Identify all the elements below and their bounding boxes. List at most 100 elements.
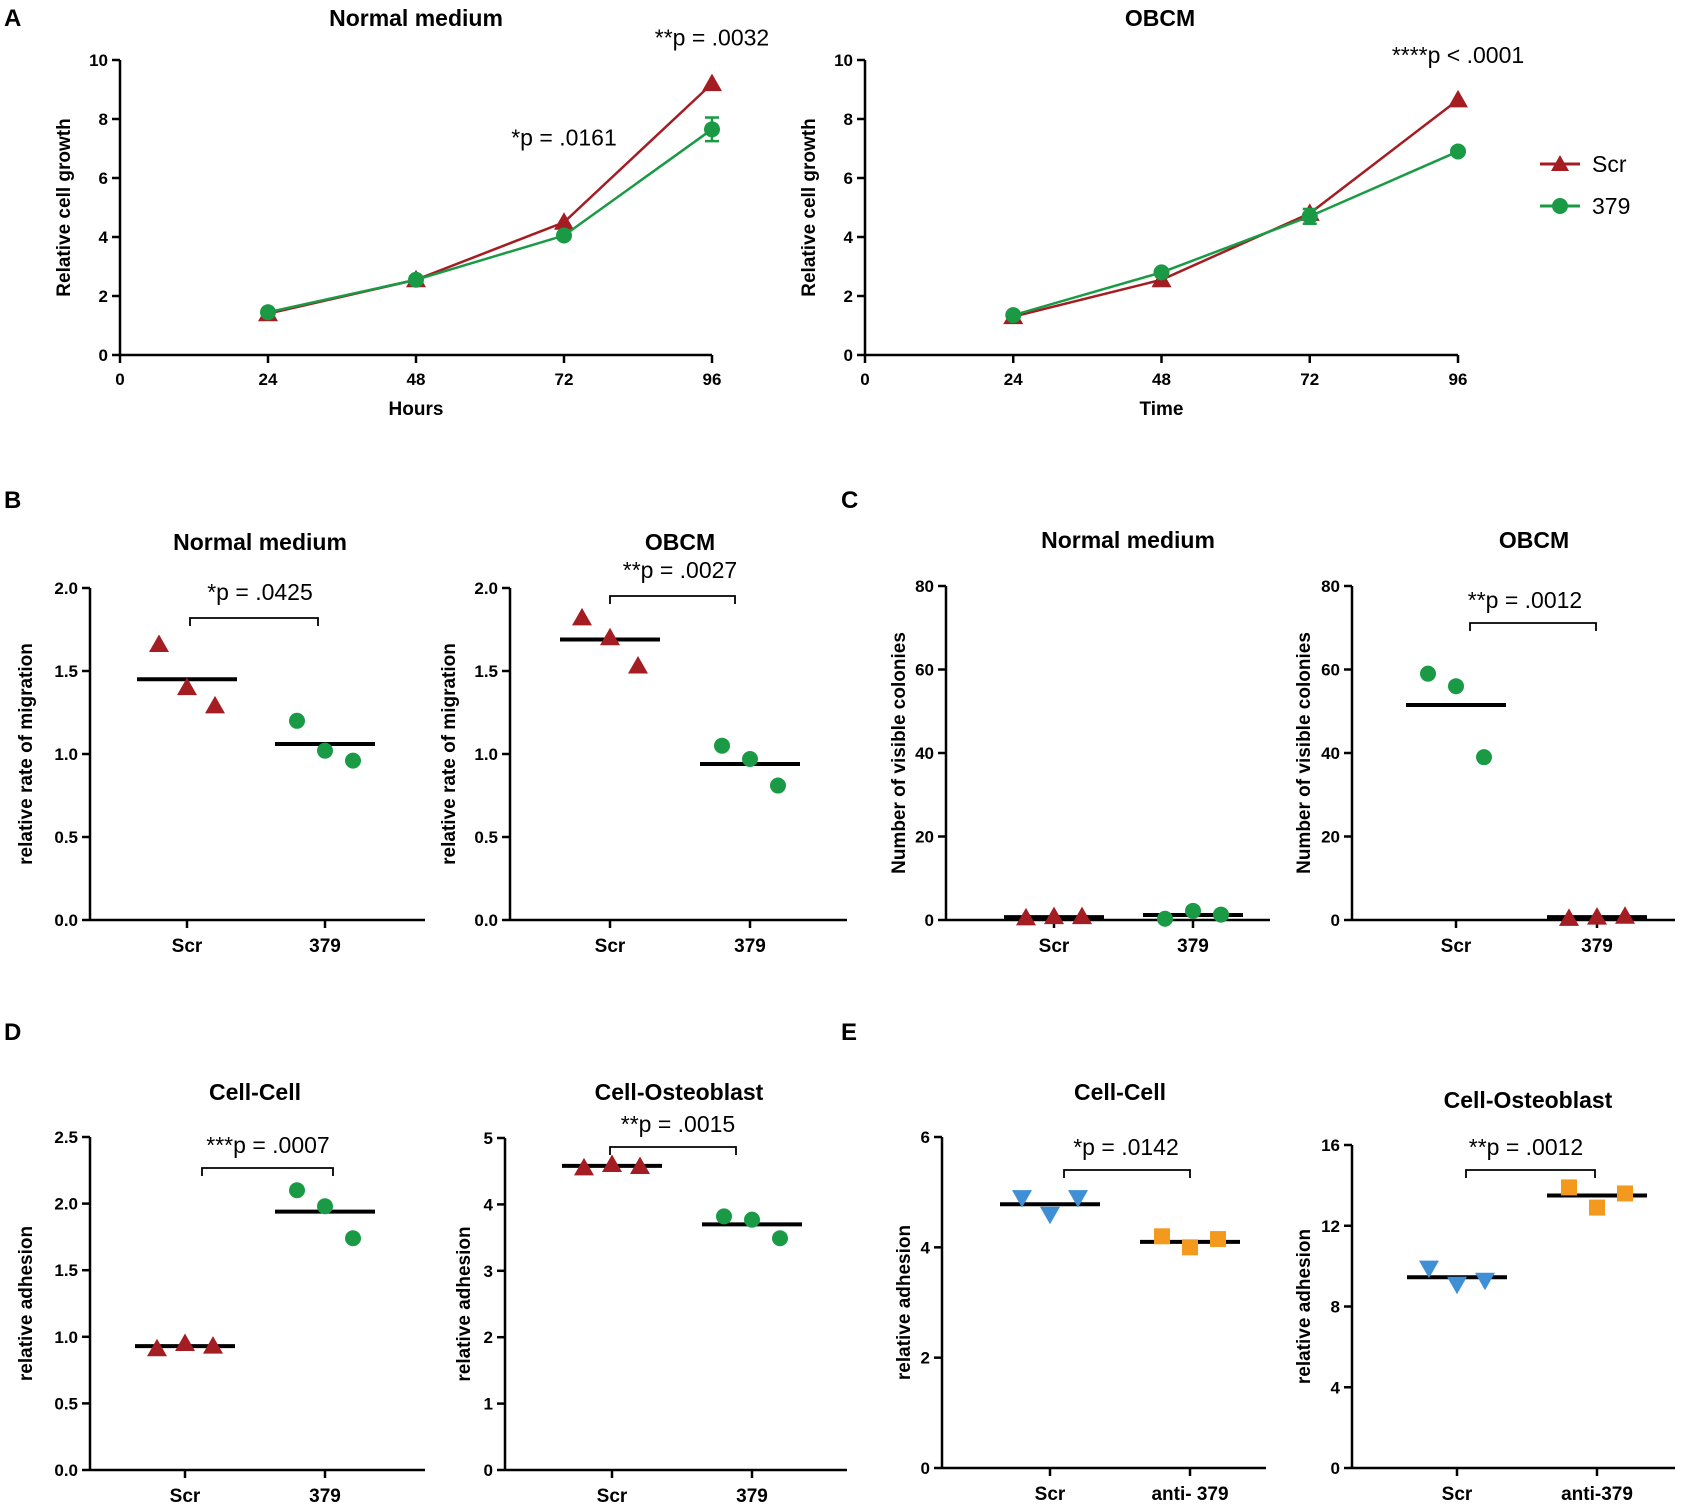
data-point bbox=[1072, 906, 1092, 925]
significance-label: *p = .0425 bbox=[207, 579, 313, 605]
x-tick-label: 48 bbox=[1152, 370, 1171, 389]
y-axis-label: Relative cell growth bbox=[54, 118, 75, 296]
y-tick-label: 10 bbox=[834, 51, 853, 70]
data-point bbox=[744, 1211, 760, 1228]
y-axis-label: relative adhesion bbox=[16, 1226, 37, 1381]
migration-chart-normal-medium: Normal medium 0.0 0.5 1.0 1.5 2.0 relative rat… bbox=[16, 529, 425, 957]
anti-adhesion-chart-cell-osteoblast: Cell-Osteoblast 0 4 8 12 16 relative adhesion S… bbox=[1294, 1087, 1675, 1505]
chart-title: Cell-Cell bbox=[1074, 1079, 1166, 1105]
data-point bbox=[203, 1336, 223, 1354]
legend-item-scr: Scr bbox=[1540, 151, 1627, 177]
category-label: 379 bbox=[1581, 936, 1613, 957]
significance-label: **p = .0012 bbox=[1469, 1134, 1583, 1160]
category-label: Scr bbox=[170, 1486, 201, 1507]
y-tick-label: 0 bbox=[844, 346, 853, 365]
data-point bbox=[1589, 1199, 1605, 1216]
chart-legend: Scr 379 bbox=[1540, 151, 1630, 219]
category-label: Scr bbox=[1035, 1484, 1066, 1505]
significance-label: *p = .0161 bbox=[511, 125, 617, 151]
legend-label-scr: Scr bbox=[1592, 151, 1627, 177]
data-point-scr bbox=[702, 73, 722, 92]
data-point-379 bbox=[1450, 143, 1466, 160]
data-point-379 bbox=[704, 121, 720, 138]
chart-title: Normal medium bbox=[1041, 527, 1215, 553]
y-tick-label: 20 bbox=[915, 828, 934, 847]
data-point bbox=[630, 1156, 650, 1175]
data-point bbox=[1213, 906, 1229, 923]
significance-label: **p = .0032 bbox=[655, 24, 769, 50]
y-tick-label: 60 bbox=[1321, 661, 1340, 680]
data-point bbox=[317, 742, 333, 759]
significance-bracket bbox=[189, 617, 319, 626]
y-tick-label: 80 bbox=[915, 577, 934, 596]
data-point bbox=[572, 607, 592, 626]
y-tick-label: 0.0 bbox=[474, 911, 498, 930]
y-tick-label: 16 bbox=[1321, 1136, 1340, 1155]
y-tick-label: 6 bbox=[99, 169, 108, 188]
x-axis-label: Hours bbox=[389, 399, 444, 420]
y-tick-label: 8 bbox=[1331, 1298, 1340, 1317]
series-line-379 bbox=[267, 128, 713, 314]
data-point bbox=[1068, 1190, 1088, 1208]
category-label: anti-379 bbox=[1561, 1484, 1633, 1505]
data-point-scr bbox=[1448, 89, 1468, 108]
colonies-chart-obcm: OBCM 0 20 40 60 80 Number of visible colonies S… bbox=[1294, 527, 1675, 957]
category-label: Scr bbox=[595, 936, 626, 957]
significance-bracket bbox=[609, 595, 736, 604]
y-axis-label: relative rate of migration bbox=[439, 643, 460, 865]
panel-letter-e: E bbox=[841, 1019, 857, 1046]
x-tick-label: 0 bbox=[860, 370, 869, 389]
chart-title: Cell-Osteoblast bbox=[595, 1079, 764, 1105]
significance-bracket bbox=[1469, 622, 1597, 631]
data-point bbox=[1040, 1206, 1060, 1225]
panel-letter-d: D bbox=[4, 1019, 21, 1046]
data-point bbox=[714, 737, 730, 754]
data-point-379 bbox=[1153, 264, 1170, 281]
significance-bracket bbox=[609, 1146, 737, 1155]
y-tick-label: 2.0 bbox=[474, 579, 498, 598]
data-point bbox=[345, 752, 361, 769]
y-tick-label: 2 bbox=[921, 1349, 930, 1368]
y-tick-label: 3 bbox=[484, 1262, 493, 1281]
data-point bbox=[1448, 678, 1464, 695]
category-label: Scr bbox=[172, 936, 203, 957]
data-point bbox=[1559, 908, 1579, 926]
category-label: 379 bbox=[1177, 936, 1209, 957]
y-tick-label: 4 bbox=[844, 228, 854, 247]
y-tick-label: 80 bbox=[1321, 577, 1340, 596]
y-tick-label: 2 bbox=[844, 287, 853, 306]
chart-title: Normal medium bbox=[329, 5, 503, 31]
y-tick-label: 2 bbox=[484, 1328, 493, 1347]
data-point bbox=[1154, 1228, 1170, 1245]
y-axis-label: Relative cell growth bbox=[799, 118, 820, 296]
data-point-379 bbox=[1005, 307, 1022, 324]
data-point bbox=[147, 1338, 167, 1357]
significance-label: **p = .0015 bbox=[621, 1111, 735, 1137]
data-point bbox=[289, 1182, 305, 1199]
data-point bbox=[1617, 1185, 1633, 1202]
panel-letter-a: A bbox=[4, 5, 21, 32]
category-label: Scr bbox=[1442, 1484, 1473, 1505]
significance-label: **p = .0027 bbox=[623, 557, 737, 583]
x-tick-label: 96 bbox=[1449, 370, 1468, 389]
category-label: Scr bbox=[597, 1486, 628, 1507]
y-tick-label: 0 bbox=[484, 1461, 493, 1480]
data-point bbox=[175, 1333, 195, 1351]
data-point bbox=[628, 656, 648, 674]
data-point bbox=[149, 634, 169, 652]
y-tick-label: 6 bbox=[844, 169, 853, 188]
y-tick-label: 40 bbox=[915, 744, 934, 763]
y-tick-label: 4 bbox=[1331, 1378, 1341, 1397]
y-axis-label: relative adhesion bbox=[454, 1226, 475, 1381]
y-tick-label: 12 bbox=[1321, 1217, 1340, 1236]
y-tick-label: 1 bbox=[484, 1395, 493, 1414]
y-axis-label: Number of visible colonies bbox=[889, 632, 910, 874]
y-tick-label: 10 bbox=[89, 51, 108, 70]
legend-marker-379 bbox=[1552, 198, 1568, 214]
series-line-scr bbox=[1012, 98, 1459, 318]
significance-bracket bbox=[201, 1167, 334, 1176]
category-label: Scr bbox=[1039, 936, 1070, 957]
y-tick-label: 2.5 bbox=[54, 1128, 78, 1147]
data-point bbox=[345, 1230, 361, 1247]
